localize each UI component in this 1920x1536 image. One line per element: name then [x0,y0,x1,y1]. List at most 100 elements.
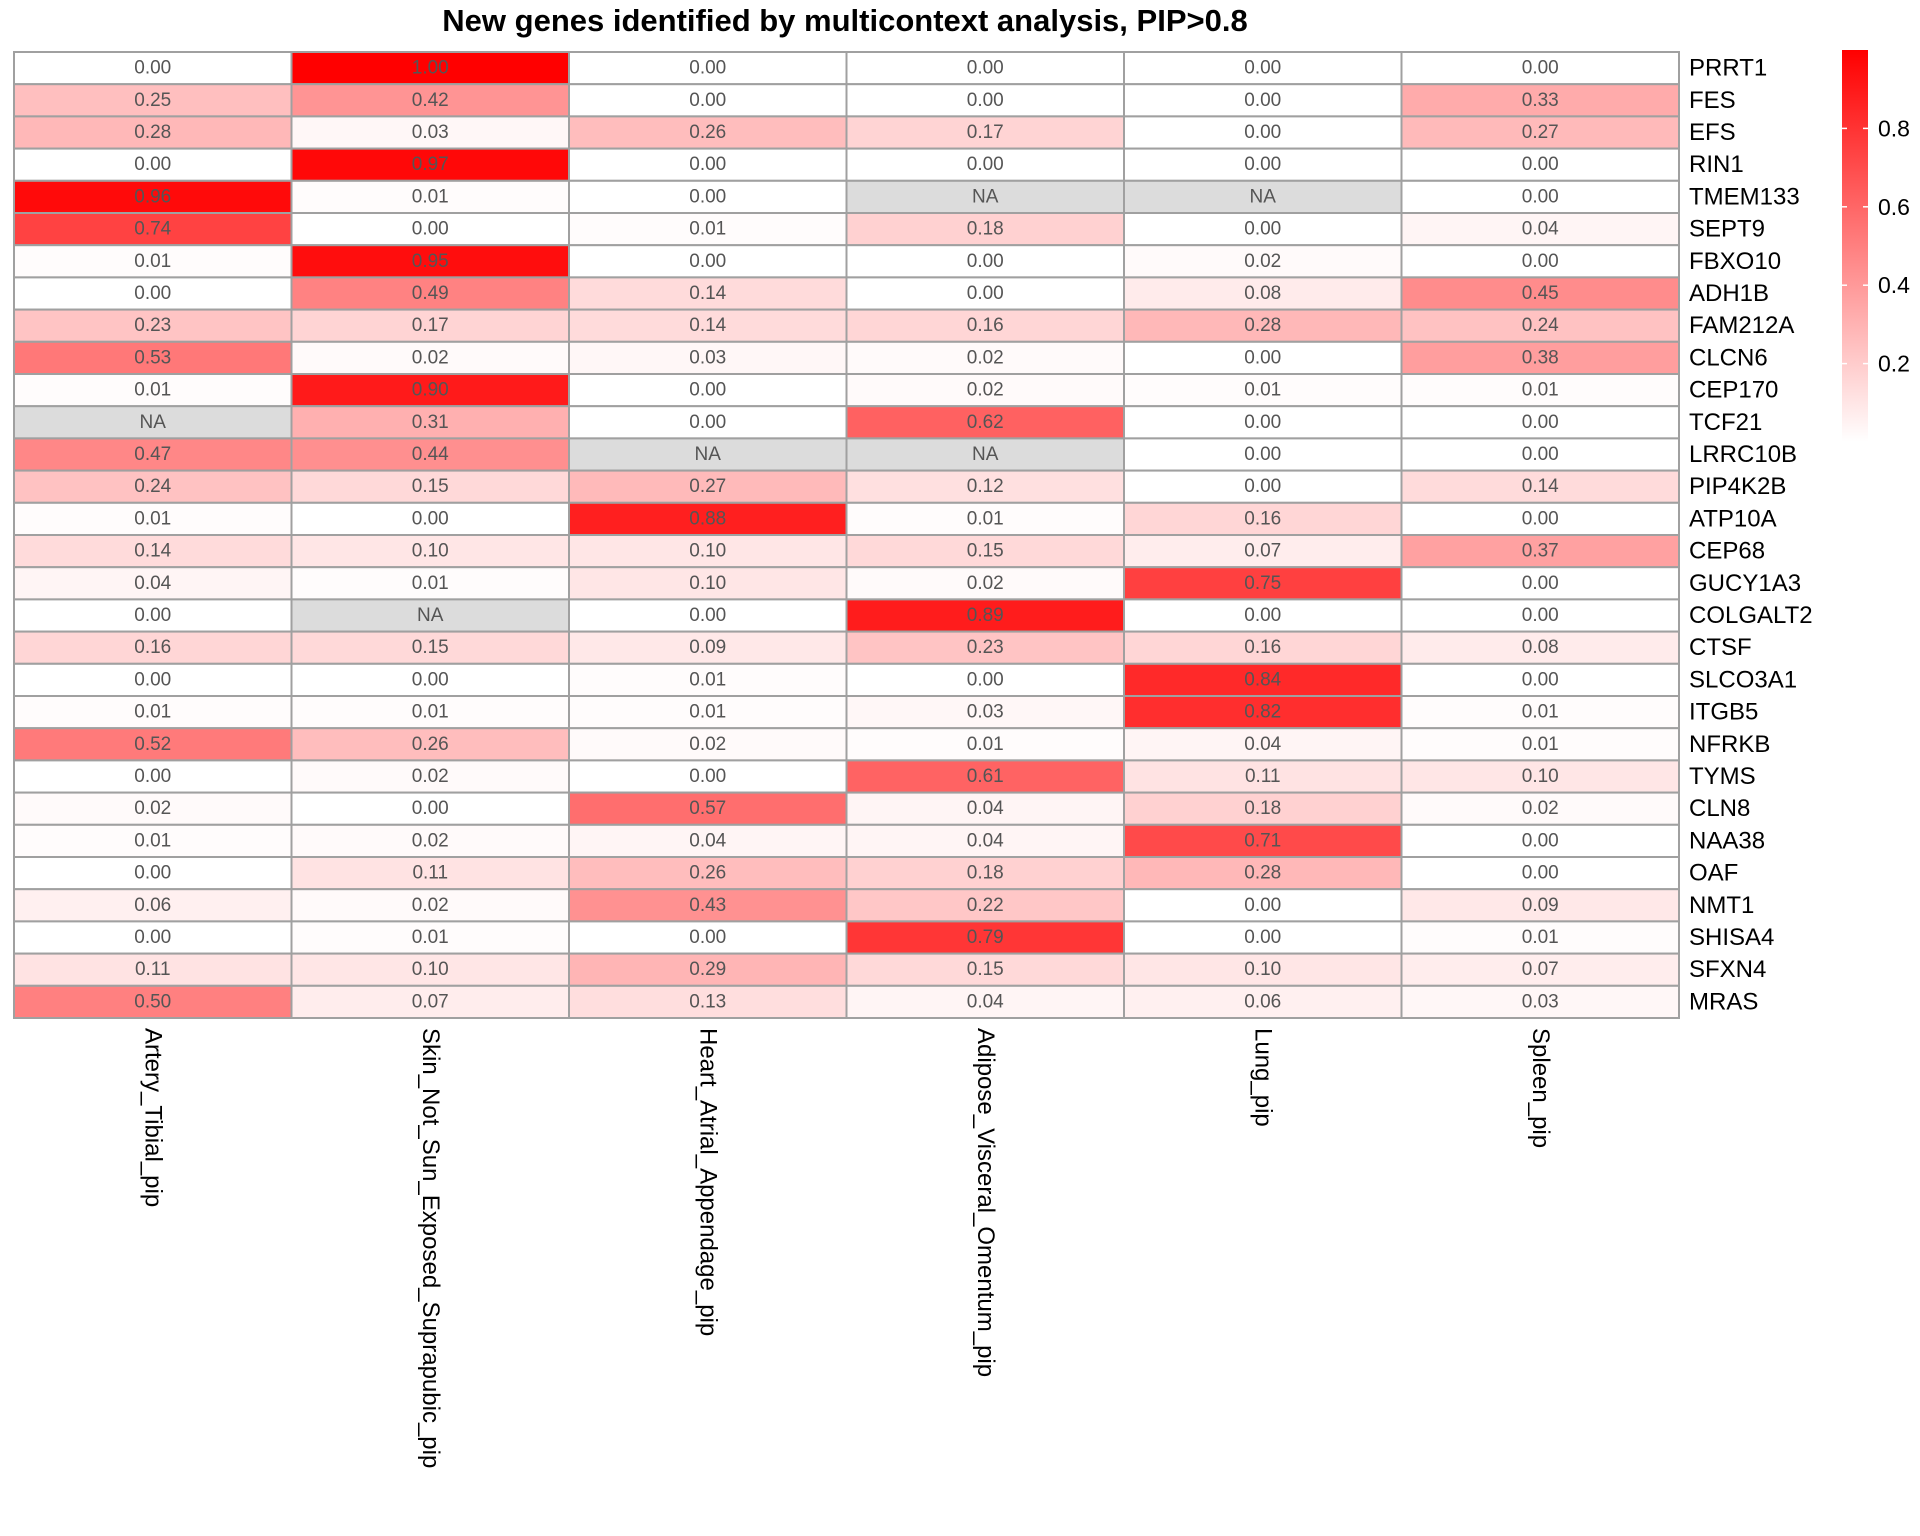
heatmap-cells: 0.00 1.00 0.00 0.00 0.00 0.00 0.25 0.42 0.00 0.00… [13,51,1680,1019]
cell-value-label: 0.07 [1522,959,1559,980]
heatmap-cell [13,598,293,633]
cell-value-label: 0.02 [134,798,171,819]
heatmap-cell [290,630,570,665]
cell-value-label: 0.04 [967,991,1004,1012]
cell-value-label: 0.00 [1522,573,1559,594]
heatmap-cell [1123,856,1403,891]
chart-title: New genes identified by multicontext ana… [442,3,1247,38]
cell-value-label: 0.10 [412,959,449,980]
heatmap-cell [290,115,570,150]
cell-value-label: 0.11 [412,863,448,884]
row-label: ATP10A [1689,505,1777,532]
row-label: TYMS [1689,763,1756,790]
cell-value-label: 0.97 [412,154,449,175]
cell-value-label: 0.16 [134,637,171,658]
cell-value-label: 0.00 [134,927,171,948]
cell-value-label: 0.00 [1522,444,1559,465]
cell-value-label: 0.03 [1522,991,1559,1012]
row-label: SHISA4 [1689,924,1774,951]
row-label: MRAS [1689,988,1758,1015]
cell-value-label: 0.00 [1522,154,1559,175]
heatmap-cell [1400,920,1680,955]
cell-value-label: 0.01 [134,380,171,401]
row-label: FAM212A [1689,312,1794,339]
cell-value-label: 0.02 [412,895,449,916]
cell-value-label: 0.13 [689,991,726,1012]
row-label: CLN8 [1689,795,1750,822]
row-label: PRRT1 [1689,55,1767,82]
cell-value-label: 0.06 [134,895,171,916]
heatmap-cell [1400,534,1680,569]
heatmap-cell [568,695,848,730]
cell-value-label: 0.00 [1244,927,1281,948]
heatmap-cell [1123,888,1403,923]
heatmap-cell [290,405,570,440]
cell-value-label: 0.14 [134,541,171,562]
heatmap-cell [1123,727,1403,762]
cell-value-label: 0.90 [412,380,449,401]
heatmap-cell [1123,340,1403,375]
heatmap-cell [1400,51,1680,86]
heatmap-cell [1400,437,1680,472]
cell-value-label: 0.01 [689,702,726,723]
cell-value-label: NA [972,186,999,207]
row-labels: PRRT1 FES EFS RIN1 TMEM133 SEPT9 FBXO10 ADH1B FA… [1689,55,1813,1016]
column-label: Skin_Not_Sun_Exposed_Suprapubic_pip [417,1028,444,1468]
cell-value-label: 0.00 [1244,895,1281,916]
cell-value-label: NA [140,412,167,433]
cell-value-label: 0.00 [412,798,449,819]
cell-value-label: 0.00 [1522,251,1559,272]
cell-value-label: 0.02 [1244,251,1281,272]
cell-value-label: 0.01 [134,702,171,723]
heatmap-cell [568,147,848,182]
cell-value-label: 0.11 [1245,766,1281,787]
cell-value-label: 0.10 [689,541,726,562]
cell-value-label: NA [1250,186,1277,207]
heatmap-cell [568,501,848,536]
cell-value-label: 0.01 [1522,927,1559,948]
heatmap-cell [1400,212,1680,247]
heatmap-cell [1400,566,1680,601]
heatmap-cell [13,437,293,472]
cell-value-label: 0.01 [412,702,449,723]
cell-value-label: 0.01 [134,251,171,272]
heatmap-cell [13,405,293,440]
row-label: CEP68 [1689,538,1765,565]
row-label: ADH1B [1689,280,1769,307]
heatmap-cell [1400,405,1680,440]
legend-tick-label: 0.2 [1878,351,1910,377]
cell-value-label: 0.00 [1244,90,1281,111]
heatmap-cell [1400,952,1680,987]
cell-value-label: 0.08 [1522,637,1559,658]
cell-value-label: 0.00 [967,283,1004,304]
cell-value-label: 0.00 [967,58,1004,79]
cell-value-label: 0.27 [1522,122,1559,143]
heatmap-cell [1123,952,1403,987]
cell-value-label: 0.74 [134,219,171,240]
cell-value-label: 0.12 [967,476,1004,497]
heatmap-cell [290,147,570,182]
heatmap-cell [845,630,1125,665]
heatmap-cell [1400,888,1680,923]
heatmap-cell [1123,984,1403,1019]
heatmap-cell [13,501,293,536]
heatmap-cell [1400,244,1680,279]
heatmap-cell [1123,179,1403,215]
cell-value-label: 0.01 [689,669,726,690]
row-label: GUCY1A3 [1689,570,1801,597]
cell-value-label: 0.00 [1244,444,1281,465]
row-label: SLCO3A1 [1689,666,1797,693]
row-label: FBXO10 [1689,248,1781,275]
heatmap-cell [290,759,570,794]
cell-value-label: 0.00 [689,154,726,175]
cell-value-label: 0.02 [689,734,726,755]
row-label: PIP4K2B [1689,473,1786,500]
heatmap-cell [290,83,570,118]
heatmap-cell [13,727,293,762]
cell-value-label: 0.29 [689,959,726,980]
cell-value-label: 0.01 [1244,380,1281,401]
heatmap-cell [845,83,1125,118]
row-label: NAA38 [1689,827,1765,854]
cell-value-label: 0.23 [134,315,171,336]
